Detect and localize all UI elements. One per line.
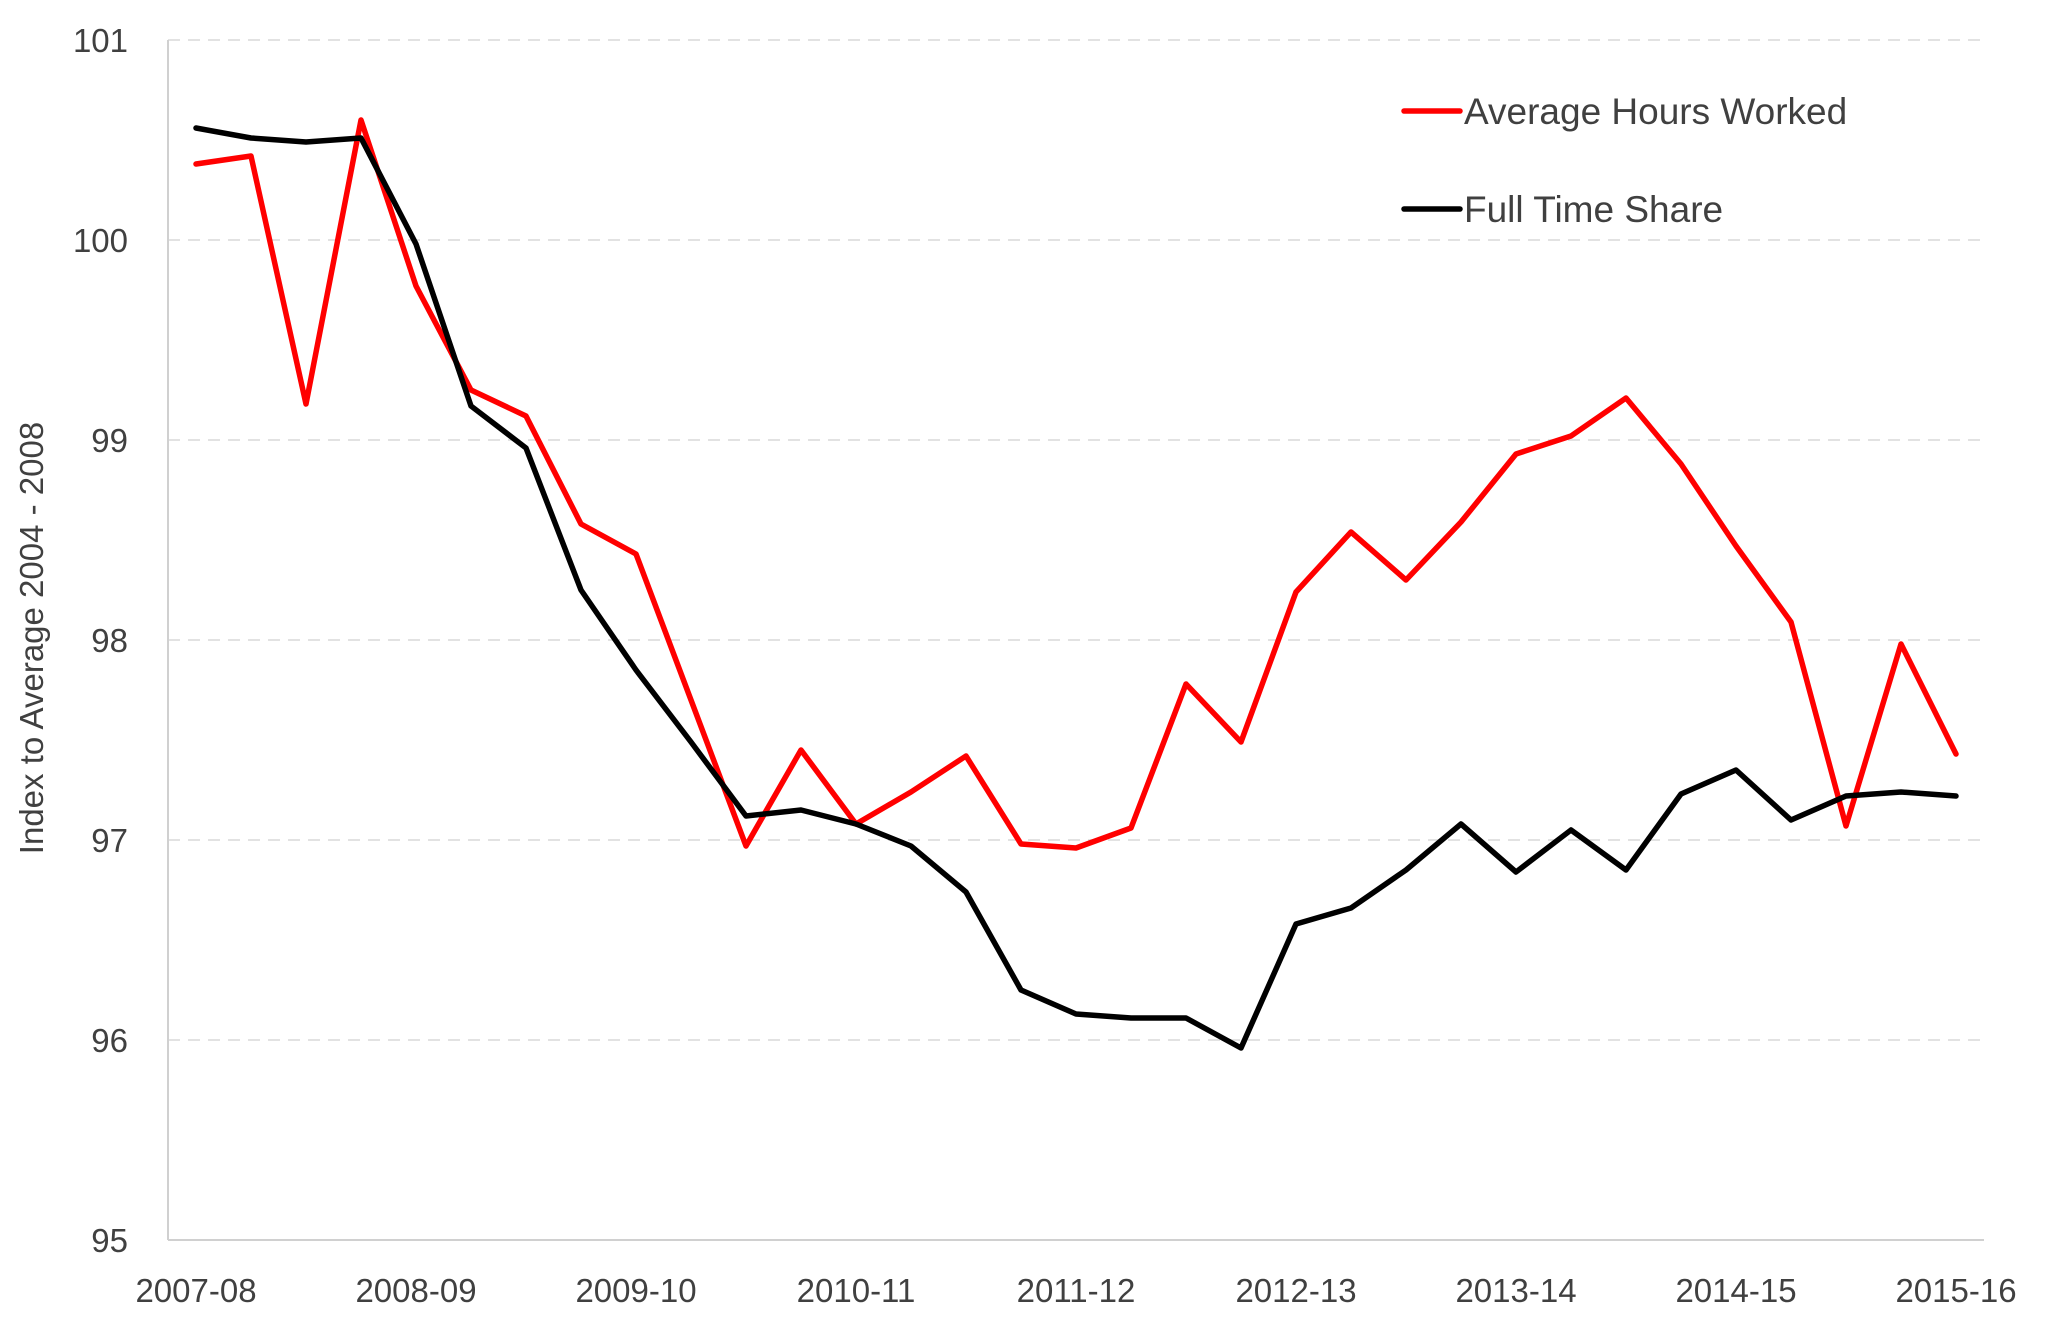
x-tick-label-2009-10: 2009-10: [575, 1272, 696, 1309]
x-tick-label-2015-16: 2015-16: [1895, 1272, 2016, 1309]
legend-label-full-time-share: Full Time Share: [1464, 189, 1723, 230]
legend: Average Hours Worked Full Time Share: [1401, 91, 1847, 230]
gridlines: [168, 39, 1984, 1041]
x-tick-label-2010-11: 2010-11: [797, 1272, 916, 1309]
y-tick-label-97: 97: [91, 822, 128, 859]
series-lines: [193, 117, 1959, 1051]
y-tick-label-96: 96: [91, 1022, 128, 1059]
y-tick-label-100: 100: [73, 222, 128, 259]
y-tick-label-101: 101: [73, 22, 128, 59]
x-tick-label-2008-09: 2008-09: [355, 1272, 476, 1309]
x-tick-label-2014-15: 2014-15: [1675, 1272, 1796, 1309]
x-tick-label-2013-14: 2013-14: [1455, 1272, 1576, 1309]
y-tick-label-98: 98: [91, 622, 128, 659]
y-tick-label-99: 99: [91, 422, 128, 459]
y-tick-labels: 95 96 97 98 99 100 101: [73, 22, 128, 1259]
x-tick-labels: 2007-08 2008-09 2009-10 2010-11 2011-12 2012-…: [135, 1272, 2016, 1309]
legend-label-average-hours-worked: Average Hours Worked: [1464, 91, 1847, 132]
x-tick-label-2007-08: 2007-08: [135, 1272, 256, 1309]
series-line-full-time-share: [193, 125, 1959, 1051]
series-line-average-hours-worked: [193, 117, 1959, 851]
y-axis-title: Index to Average 2004 - 2008: [13, 422, 50, 854]
x-tick-label-2011-12: 2011-12: [1017, 1272, 1136, 1309]
y-tick-label-95: 95: [91, 1222, 128, 1259]
x-tick-label-2012-13: 2012-13: [1235, 1272, 1356, 1309]
axes: [167, 40, 1984, 1241]
